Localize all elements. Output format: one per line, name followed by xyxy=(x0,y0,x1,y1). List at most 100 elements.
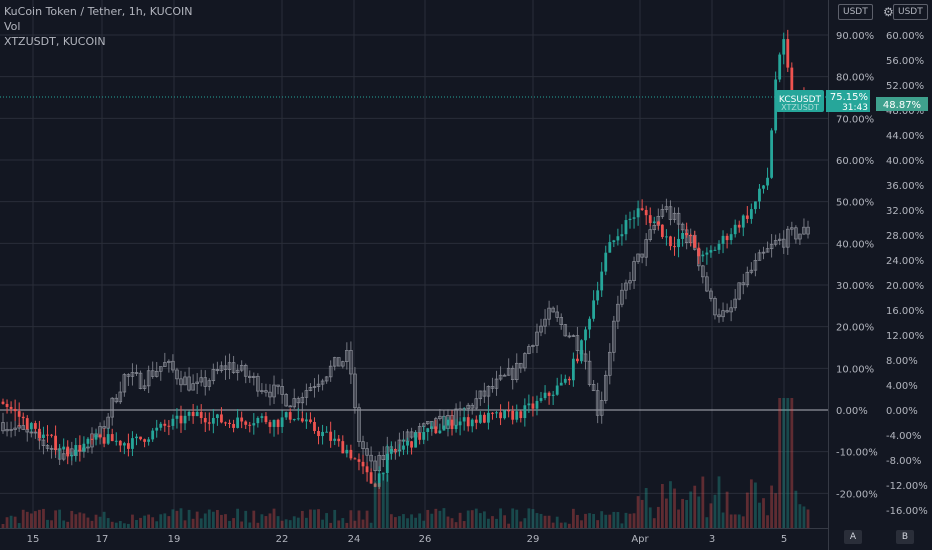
xtz-candle xyxy=(33,431,38,434)
xtz-candle xyxy=(21,425,25,430)
kcs-candle xyxy=(207,422,211,424)
kcs-candle xyxy=(313,421,316,431)
volume-bar xyxy=(118,521,122,528)
xtz-candle xyxy=(175,369,179,380)
kcs-candle xyxy=(203,418,207,423)
kcs-candle xyxy=(260,416,264,418)
kcs-candle xyxy=(42,434,45,439)
xtz-candle xyxy=(90,433,94,448)
kcs-candle xyxy=(353,458,357,460)
volume-bar xyxy=(377,482,381,528)
volume-bar xyxy=(576,514,579,528)
volume-bar xyxy=(94,514,98,528)
xtz-candle xyxy=(745,271,750,286)
volume-bar xyxy=(313,509,316,528)
volume-bar xyxy=(78,512,82,528)
xtz-candle xyxy=(187,376,191,391)
left-currency-button[interactable]: USDT xyxy=(838,4,873,20)
left-axis-tick-label: 10.00% xyxy=(836,364,874,375)
right-axis-tick-label: 48.00% xyxy=(886,106,924,117)
xtz-candle xyxy=(61,453,66,460)
volume-bar xyxy=(127,523,130,528)
kcs-candle xyxy=(782,39,786,55)
kcs-candle xyxy=(78,445,82,452)
kcs-candle xyxy=(195,412,199,417)
volume-bar xyxy=(774,493,778,528)
volume-bar xyxy=(329,522,333,528)
auto-scale-button[interactable]: A xyxy=(844,530,862,544)
kcs-candle xyxy=(677,238,680,248)
legend-compare-symbol[interactable]: XTZUSDT, KUCOIN xyxy=(4,35,106,48)
settings-gear-icon[interactable]: ⚙ xyxy=(883,5,894,19)
xtz-candle xyxy=(567,335,572,338)
volume-bar xyxy=(325,513,329,528)
kcs-candle xyxy=(272,419,276,427)
volume-bar xyxy=(770,485,773,528)
kcs-candle xyxy=(426,428,430,433)
volume-bar xyxy=(762,498,765,528)
time-axis-tick-label: 5 xyxy=(781,534,787,545)
kcs-candle xyxy=(430,426,434,429)
volume-bar xyxy=(236,508,240,528)
kcs-candle xyxy=(309,419,312,422)
kcs-candle xyxy=(656,221,660,225)
volume-bar xyxy=(211,511,215,528)
kcs-candle xyxy=(74,445,78,456)
volume-bar xyxy=(203,513,207,528)
scale-mode-button[interactable]: B xyxy=(896,530,914,544)
volume-bar xyxy=(620,523,624,528)
xtz-candle xyxy=(154,370,159,377)
volume-bar xyxy=(29,513,33,528)
volume-bar xyxy=(70,510,74,528)
kcs-candle xyxy=(228,422,231,424)
right-currency-button[interactable]: USDT xyxy=(893,4,928,20)
volume-bar xyxy=(333,509,337,528)
kcs-candle xyxy=(446,419,450,426)
kcs-candle xyxy=(729,234,733,241)
kcs-candle xyxy=(280,417,284,427)
xtz-candle xyxy=(438,415,442,420)
kcs-candle xyxy=(745,215,749,219)
volume-bar xyxy=(729,514,733,528)
xtz-candle xyxy=(794,227,798,240)
time-axis-tick-label: 15 xyxy=(27,534,40,545)
volume-bar xyxy=(652,518,656,528)
xtz-candle xyxy=(365,448,369,456)
volume-bar xyxy=(5,517,9,528)
right-axis-tick-label: -8.00% xyxy=(886,456,921,467)
volume-bar xyxy=(373,480,377,528)
volume-bar xyxy=(487,518,490,528)
xtz-candle xyxy=(514,362,519,381)
xtz-candle xyxy=(9,429,13,431)
xtz-candle xyxy=(583,353,588,362)
xtz-candle xyxy=(535,331,539,346)
volume-bar xyxy=(422,520,426,528)
volume-bar xyxy=(155,521,159,528)
kcs-candle xyxy=(705,252,709,255)
xtz-candle xyxy=(5,429,9,432)
volume-bar xyxy=(215,510,219,528)
xtz-candle xyxy=(345,350,349,363)
xtz-candle xyxy=(806,226,810,235)
xtz-candle xyxy=(599,400,604,416)
legend-main-symbol[interactable]: KuCoin Token / Tether, 1h, KUCOIN xyxy=(4,5,193,18)
kcs-candle xyxy=(252,423,256,426)
kcs-candle xyxy=(454,425,458,430)
kcs-candle xyxy=(369,472,373,484)
kcs-candle xyxy=(709,250,713,253)
volume-bar xyxy=(402,514,405,528)
volume-bar xyxy=(131,514,134,528)
xtz-candle xyxy=(417,426,422,433)
kcs-candle xyxy=(50,434,53,436)
volume-bar xyxy=(228,520,231,528)
legend-volume[interactable]: Vol xyxy=(4,20,21,33)
right-axis-tick-label: 32.00% xyxy=(886,206,924,217)
volume-bar xyxy=(806,509,810,528)
volume-bar xyxy=(248,522,252,528)
xtz-candle xyxy=(608,351,612,376)
volume-bar xyxy=(345,522,349,528)
kcs-candle xyxy=(450,419,454,430)
kcs-candle xyxy=(563,378,567,383)
